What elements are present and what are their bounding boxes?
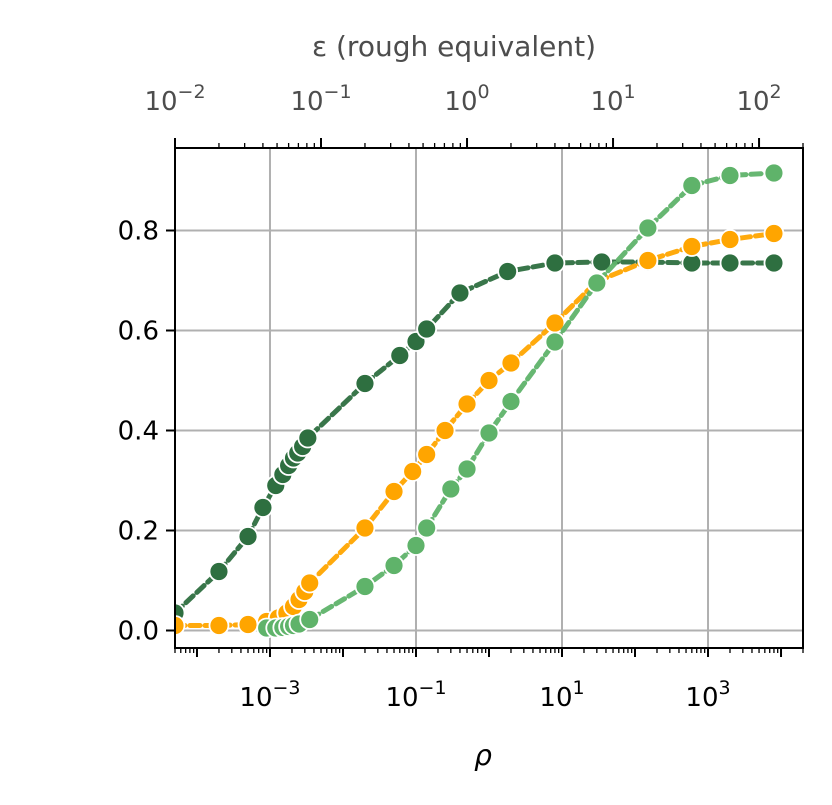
axes: 10−3 10−1 101 103 10−2 10−1 100 101 102 0.0 0.2 0.4… [118,81,804,713]
data-point [478,370,500,391]
x-tick-label: 103 [685,677,730,713]
data-point [456,458,478,480]
top-tick-label: 10−2 [144,81,205,117]
data-point [208,561,230,582]
y-tick-label: 0.4 [118,417,159,447]
data-point [416,517,438,539]
data-point [478,422,500,444]
data-point [763,162,785,184]
data-point [637,250,659,271]
data-point [586,272,608,294]
x-tick-label: 10−3 [239,677,300,713]
data-point [237,614,259,635]
data-point [237,526,259,547]
data-point [500,352,522,374]
data-point [440,478,462,500]
series-2 [256,162,785,639]
data-point [354,373,376,394]
data-point [208,615,230,636]
data-point [497,261,519,282]
x-tick-label: 101 [539,677,584,713]
data-point [299,572,321,594]
y-tick-label: 0.8 [118,217,159,247]
data-point [299,609,321,630]
data-point [544,331,566,353]
data-point [383,481,405,502]
y-tick-label: 0.0 [118,617,159,647]
data-point [252,497,274,518]
data-point [405,535,427,556]
data-point [637,217,659,239]
series-0 [175,251,785,624]
data-point [719,165,741,186]
data-point [389,345,411,366]
y-tick-label: 0.2 [118,517,159,547]
data-point [719,252,741,274]
data-point [681,175,703,196]
data-point [416,318,438,340]
data-point [544,252,566,274]
data-point [402,461,424,482]
data-point [297,427,319,449]
data-point [456,393,478,415]
top-tick-label: 10−1 [290,81,351,117]
grid [175,148,803,648]
top-tick-label: 101 [590,81,635,117]
data-point [763,252,785,274]
data-point [175,615,186,636]
data-point [763,223,785,244]
series-layer [175,162,785,639]
y-tick-label: 0.6 [118,317,159,347]
x-tick-label: 10−1 [385,677,446,713]
data-point [434,420,456,441]
data-point [449,282,471,304]
data-point [681,236,703,257]
x-axis-title: ρ [474,739,492,772]
data-point [416,444,438,465]
data-point [383,555,405,576]
data-point [500,391,522,412]
data-point [354,517,376,539]
data-point [719,229,741,250]
top-tick-label: 100 [444,81,489,117]
series-line [175,259,777,616]
data-point [354,576,376,597]
data-point [591,251,613,273]
top-tick-label: 102 [736,81,781,117]
top-axis-title: ε (rough equivalent) [312,30,596,63]
